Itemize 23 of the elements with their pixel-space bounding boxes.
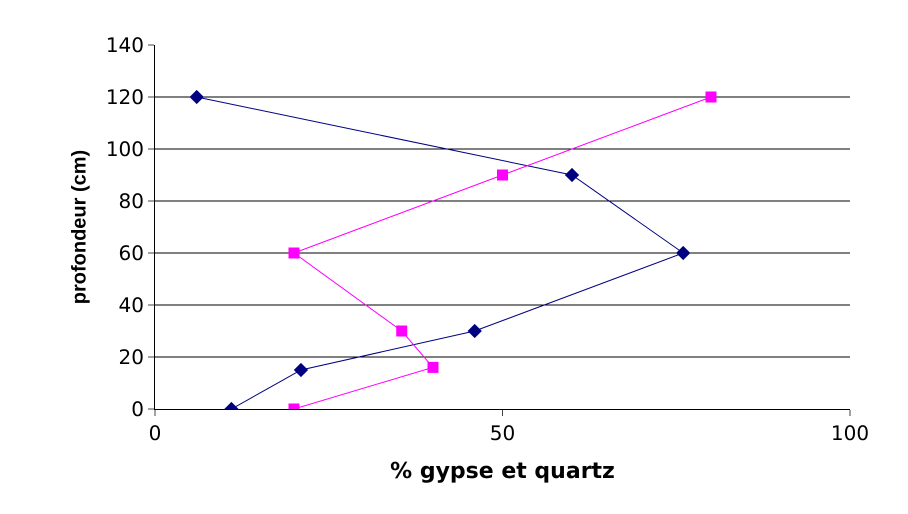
- y-tick-label: 80: [118, 189, 144, 213]
- x-tick-label: 50: [490, 421, 516, 445]
- y-tick-label: 0: [131, 397, 144, 421]
- y-tick-label: 140: [106, 33, 144, 57]
- y-tick-label: 40: [118, 293, 144, 317]
- x-tick-label: 0: [148, 421, 162, 445]
- point: [396, 326, 408, 336]
- x-tick-label: 100: [830, 421, 870, 445]
- point: [706, 92, 716, 102]
- point: [676, 246, 690, 260]
- point: [468, 324, 482, 338]
- y-tick-label: 120: [106, 85, 144, 109]
- y-tick-label: 60: [118, 241, 144, 265]
- point: [564, 168, 580, 182]
- point: [497, 170, 508, 180]
- x-axis-title: % gypse et quartz: [390, 458, 615, 484]
- point: [294, 362, 308, 378]
- y-tick-label: 20: [118, 345, 144, 369]
- point: [288, 248, 300, 258]
- y-tick-label: 100: [106, 137, 144, 161]
- point: [190, 90, 204, 104]
- y-axis-title: profondeur (cm): [68, 150, 90, 304]
- point: [428, 362, 438, 373]
